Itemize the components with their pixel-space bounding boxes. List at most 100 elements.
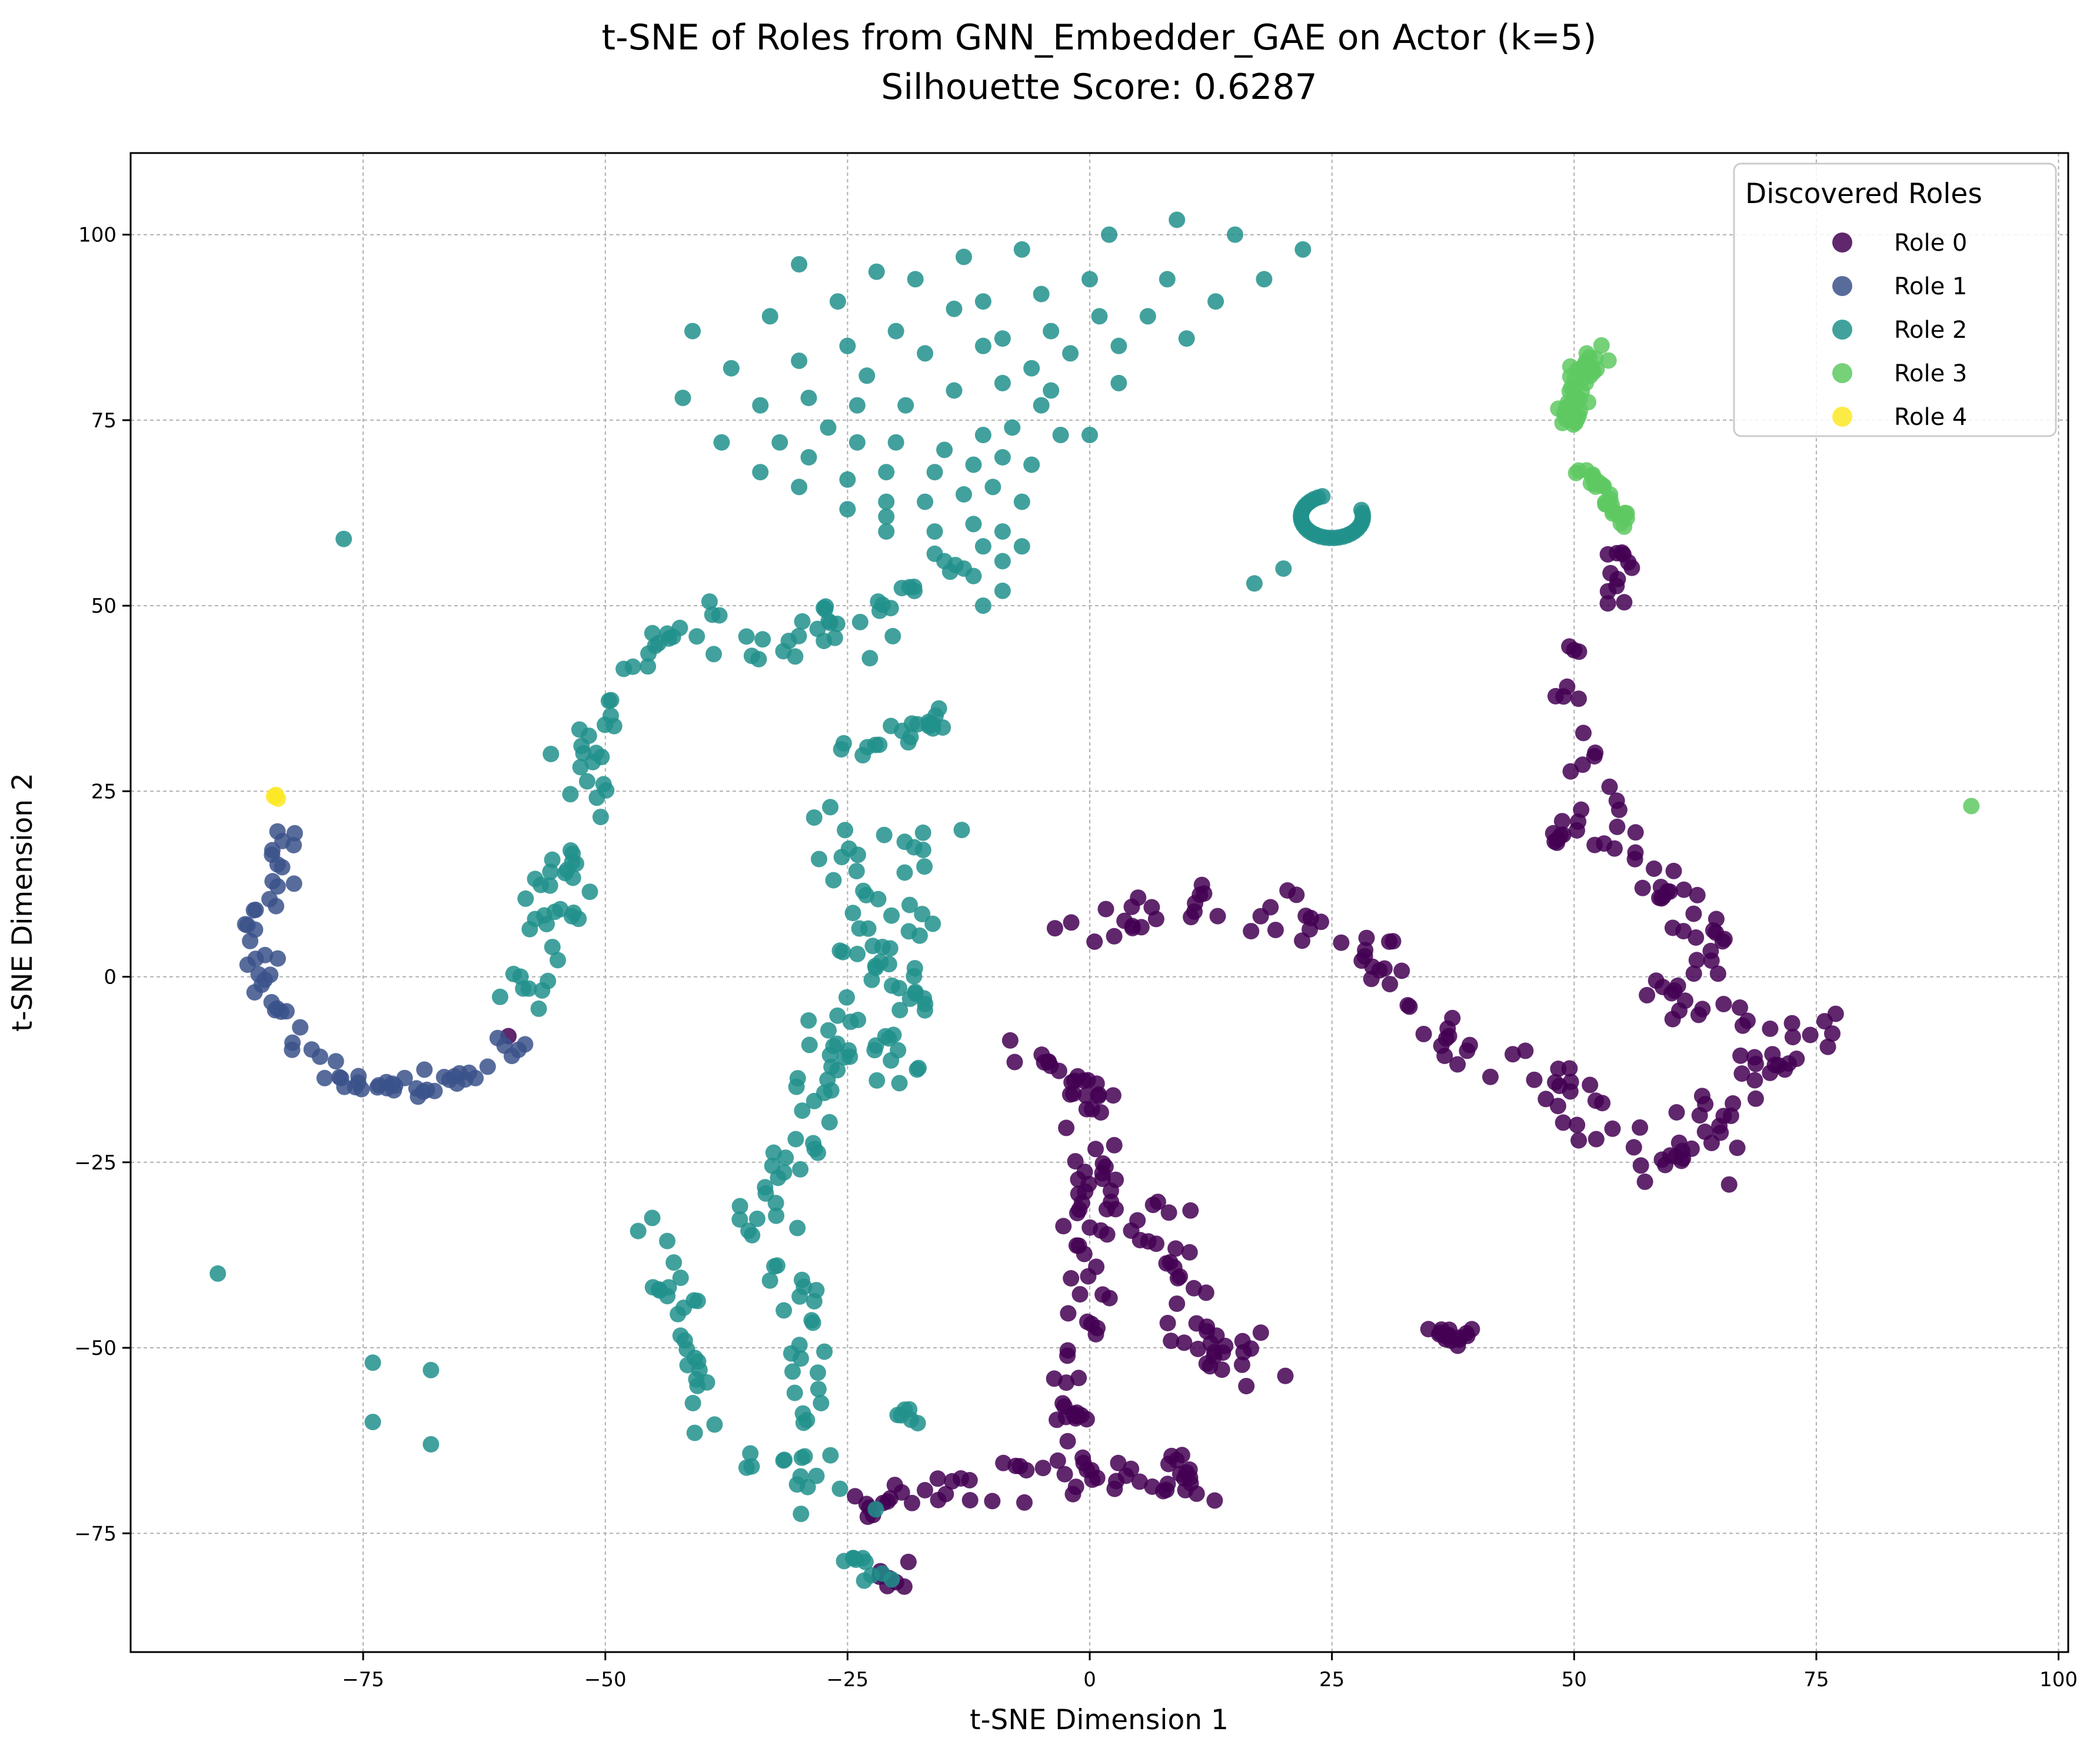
- data-point: [691, 1361, 708, 1378]
- data-point: [800, 390, 817, 407]
- data-point: [1716, 931, 1733, 948]
- data-point: [752, 464, 769, 481]
- data-point: [793, 1350, 809, 1367]
- data-point: [926, 464, 943, 481]
- data-point: [1729, 1139, 1746, 1157]
- x-tick-label: 75: [1803, 1668, 1829, 1691]
- data-point: [1070, 1370, 1087, 1387]
- x-tick-label: 25: [1319, 1668, 1344, 1691]
- legend-entry: Role 3: [1832, 360, 1967, 387]
- x-axis-label: t-SNE Dimension 1: [970, 1704, 1229, 1736]
- data-point: [1600, 352, 1617, 369]
- data-point: [1685, 905, 1702, 922]
- data-point: [387, 1077, 404, 1094]
- data-point: [994, 582, 1011, 599]
- legend-label: Role 2: [1894, 317, 1967, 344]
- data-point: [882, 600, 899, 617]
- data-point: [1104, 1087, 1121, 1104]
- data-point: [994, 330, 1011, 347]
- data-point: [851, 920, 868, 937]
- data-point: [1144, 1197, 1162, 1214]
- data-point: [292, 1019, 309, 1036]
- data-point: [1059, 1342, 1076, 1359]
- data-point: [1363, 971, 1380, 988]
- data-point: [765, 1144, 782, 1161]
- data-point: [1279, 882, 1296, 899]
- data-point: [848, 863, 865, 880]
- data-point: [1746, 1072, 1763, 1089]
- data-point: [1766, 1056, 1783, 1074]
- data-point: [1739, 1012, 1756, 1029]
- data-point: [603, 707, 619, 724]
- data-point: [1058, 1374, 1075, 1391]
- data-point: [1618, 510, 1635, 527]
- data-point: [1063, 1270, 1080, 1287]
- data-point: [1586, 836, 1603, 853]
- data-point: [994, 553, 1011, 570]
- data-point: [870, 593, 887, 610]
- data-point: [1065, 1405, 1082, 1423]
- data-point: [1725, 1095, 1742, 1112]
- data-point: [811, 850, 827, 868]
- data-point: [1097, 900, 1114, 918]
- data-point: [1067, 1153, 1084, 1170]
- data-point: [1001, 1032, 1019, 1049]
- data-point: [1358, 929, 1375, 946]
- data-point: [946, 300, 963, 317]
- data-point: [826, 629, 843, 646]
- data-point: [1670, 1134, 1688, 1151]
- legend-entry: Role 2: [1832, 317, 1967, 344]
- data-point: [1376, 960, 1393, 977]
- data-point: [820, 419, 837, 436]
- data-point: [1206, 1348, 1223, 1365]
- data-point: [1570, 690, 1587, 707]
- data-point: [675, 1300, 692, 1317]
- data-point: [944, 1473, 961, 1490]
- y-tick-label: 75: [91, 409, 117, 433]
- data-point: [806, 1092, 823, 1109]
- data-point: [768, 1207, 785, 1224]
- data-point: [263, 993, 280, 1011]
- data-point: [479, 1058, 496, 1075]
- data-point: [1578, 345, 1595, 362]
- data-point: [868, 263, 885, 280]
- data-point: [1356, 948, 1373, 965]
- data-point: [1636, 1173, 1653, 1190]
- data-point: [1064, 1486, 1081, 1503]
- data-point: [1746, 1049, 1763, 1066]
- data-point: [1664, 1011, 1681, 1028]
- data-point: [467, 1069, 484, 1086]
- data-point: [1063, 914, 1080, 931]
- data-point: [1106, 1136, 1123, 1154]
- data-point: [269, 878, 286, 895]
- data-point: [517, 1036, 534, 1053]
- legend-label: Role 4: [1894, 404, 1967, 431]
- data-point: [1604, 1120, 1621, 1137]
- data-point: [1575, 725, 1592, 742]
- data-point: [1106, 928, 1123, 945]
- data-point: [269, 856, 286, 873]
- data-point: [900, 1553, 917, 1570]
- data-point: [564, 845, 581, 862]
- data-point: [1609, 818, 1626, 835]
- data-point: [600, 692, 617, 709]
- data-point: [909, 716, 926, 733]
- data-point: [748, 1210, 766, 1227]
- data-point: [906, 839, 923, 856]
- data-point: [817, 598, 834, 615]
- data-point: [1071, 1286, 1089, 1303]
- data-point: [1238, 1378, 1255, 1395]
- data-point: [752, 397, 769, 414]
- data-point: [791, 353, 808, 369]
- data-point: [1593, 337, 1610, 354]
- data-point: [1587, 1092, 1604, 1109]
- y-tick-label: −25: [74, 1151, 117, 1175]
- data-point: [1176, 1334, 1193, 1351]
- data-point: [1169, 211, 1186, 228]
- data-point: [793, 1506, 810, 1523]
- data-point: [800, 449, 817, 466]
- data-point: [929, 1470, 946, 1487]
- data-point: [1702, 942, 1719, 959]
- data-point: [1013, 538, 1030, 555]
- data-point: [1381, 933, 1398, 950]
